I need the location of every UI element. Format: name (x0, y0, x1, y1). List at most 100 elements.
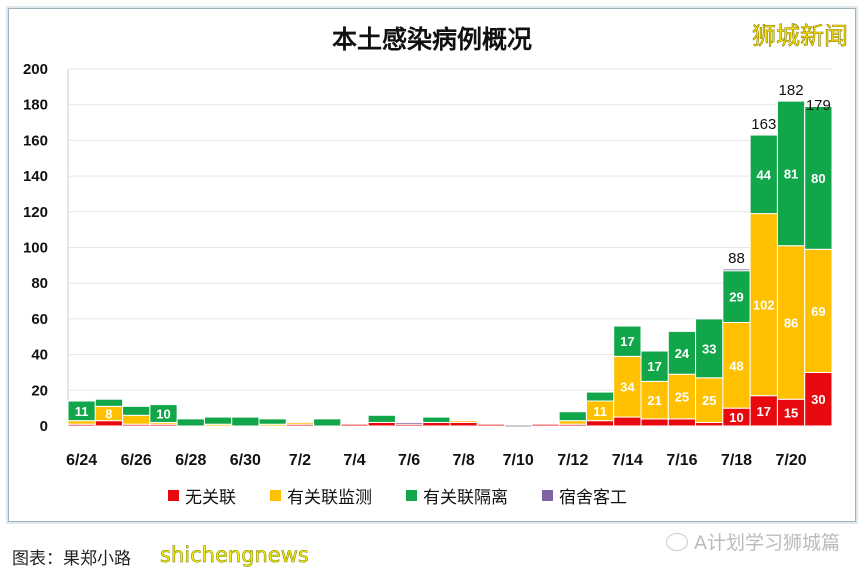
legend-label: 无关联 (185, 488, 236, 508)
bar-segment (804, 371, 833, 427)
y-tick-label: 180 (23, 97, 48, 114)
bar-value-label: 69 (811, 304, 825, 319)
y-tick-label: 200 (23, 61, 48, 78)
x-tick-label: 7/20 (776, 452, 807, 469)
bar-value-label: 34 (620, 380, 635, 395)
bar-segment (695, 421, 724, 427)
bar-segment (367, 414, 396, 423)
bar-segment (313, 418, 342, 427)
bar-segment (394, 421, 424, 425)
bar-segment (804, 105, 833, 250)
wechat-icon (666, 532, 688, 551)
x-tick-label: 7/4 (343, 452, 365, 469)
bar-segment (258, 418, 287, 425)
bar-segment (613, 325, 642, 357)
bar-value-label: 17 (757, 404, 771, 419)
bar-segment (749, 395, 778, 427)
bar-value-label: 11 (593, 404, 607, 419)
bar-value-label: 25 (675, 390, 689, 405)
y-tick-label: 0 (40, 418, 48, 435)
x-tick-label: 6/24 (66, 452, 97, 469)
y-tick-label: 160 (23, 132, 48, 149)
bar-segment (449, 420, 478, 423)
wechat-account: A计划学习狮城篇 (666, 528, 840, 555)
bar-value-label: 44 (757, 167, 772, 182)
bar-segment (67, 420, 96, 425)
y-tick-label: 20 (31, 382, 48, 399)
total-label: 179 (806, 97, 831, 114)
bar-segment (285, 421, 315, 425)
bar-value-label: 10 (729, 410, 743, 425)
legend-label: 有关联监测 (287, 488, 372, 508)
legend-item: 宿舍客工 (542, 483, 627, 508)
total-label: 163 (751, 116, 776, 133)
x-tick-label: 6/26 (121, 452, 152, 469)
y-tick-label: 80 (31, 275, 48, 292)
y-tick-label: 40 (31, 347, 48, 364)
legend-item: 有关联隔离 (406, 483, 508, 508)
bar-segment (585, 391, 615, 402)
watermark-bottom: shichengnews (160, 543, 309, 568)
chart-title: 本土感染病例概况 (331, 25, 532, 54)
x-tick-label: 6/28 (175, 452, 206, 469)
x-tick-label: 7/6 (398, 452, 420, 469)
bar-segment (558, 420, 587, 425)
bar-segment (722, 321, 751, 409)
legend-swatch (270, 490, 281, 501)
bar-segment (149, 404, 178, 423)
legend-item: 无关联 (168, 483, 236, 508)
bar-segment (613, 416, 642, 427)
bar-value-label: 80 (811, 171, 825, 186)
bar-segment (203, 416, 233, 425)
bar-value-label: 86 (784, 315, 798, 330)
legend-label: 宿舍客工 (559, 488, 627, 508)
legend-swatch (406, 490, 417, 501)
legend-item: 有关联监测 (270, 483, 372, 508)
bar-segment (640, 418, 669, 427)
bar-segment (776, 245, 806, 400)
bar-value-label: 33 (702, 341, 716, 356)
y-tick-label: 60 (31, 311, 48, 328)
bar-segment (749, 134, 778, 215)
bar-value-label: 30 (811, 392, 825, 407)
legend-swatch (168, 490, 179, 501)
bar-segment (695, 318, 724, 379)
bar-segment (94, 398, 124, 407)
bar-value-label: 11 (75, 404, 89, 419)
legend-swatch (542, 490, 553, 501)
total-label: 182 (779, 82, 804, 99)
bar-segment (449, 421, 478, 427)
bar-segment (340, 423, 369, 427)
x-tick-label: 7/18 (721, 452, 752, 469)
total-label: 88 (728, 250, 745, 267)
bar-value-label: 17 (620, 334, 634, 349)
bar-segment (776, 100, 806, 247)
bar-segment (558, 411, 587, 422)
bar-segment (804, 248, 833, 373)
x-tick-label: 7/10 (503, 452, 534, 469)
legend-label: 有关联隔离 (423, 488, 508, 508)
bar-segment (667, 330, 697, 375)
x-tick-label: 7/14 (612, 452, 643, 469)
x-tick-label: 7/12 (557, 452, 588, 469)
bar-segment (722, 268, 751, 272)
y-tick-label: 120 (23, 204, 48, 221)
chart-plot: 0 20 40 60 80 100 120 140 160 180 200 11 6/24 8 6/26 10… (23, 61, 833, 469)
bar-segment (667, 418, 697, 427)
y-tick-label: 100 (23, 240, 48, 257)
bar-value-label: 102 (753, 298, 775, 313)
wechat-account-name: A计划学习狮城篇 (694, 532, 840, 554)
bar-segment (367, 421, 396, 427)
bar-segment (695, 377, 724, 423)
bar-value-label: 17 (647, 359, 661, 374)
bar-value-label: 15 (784, 406, 798, 421)
bar-segment (613, 355, 642, 418)
bar-value-label: 29 (729, 290, 743, 305)
x-tick-label: 7/16 (666, 452, 697, 469)
bar-segment (122, 414, 151, 425)
chart-frame (8, 8, 856, 522)
bar-value-label: 25 (702, 393, 716, 408)
bar-segment (531, 423, 560, 427)
bar-segment (231, 416, 260, 427)
bar-value-label: 48 (729, 358, 743, 373)
